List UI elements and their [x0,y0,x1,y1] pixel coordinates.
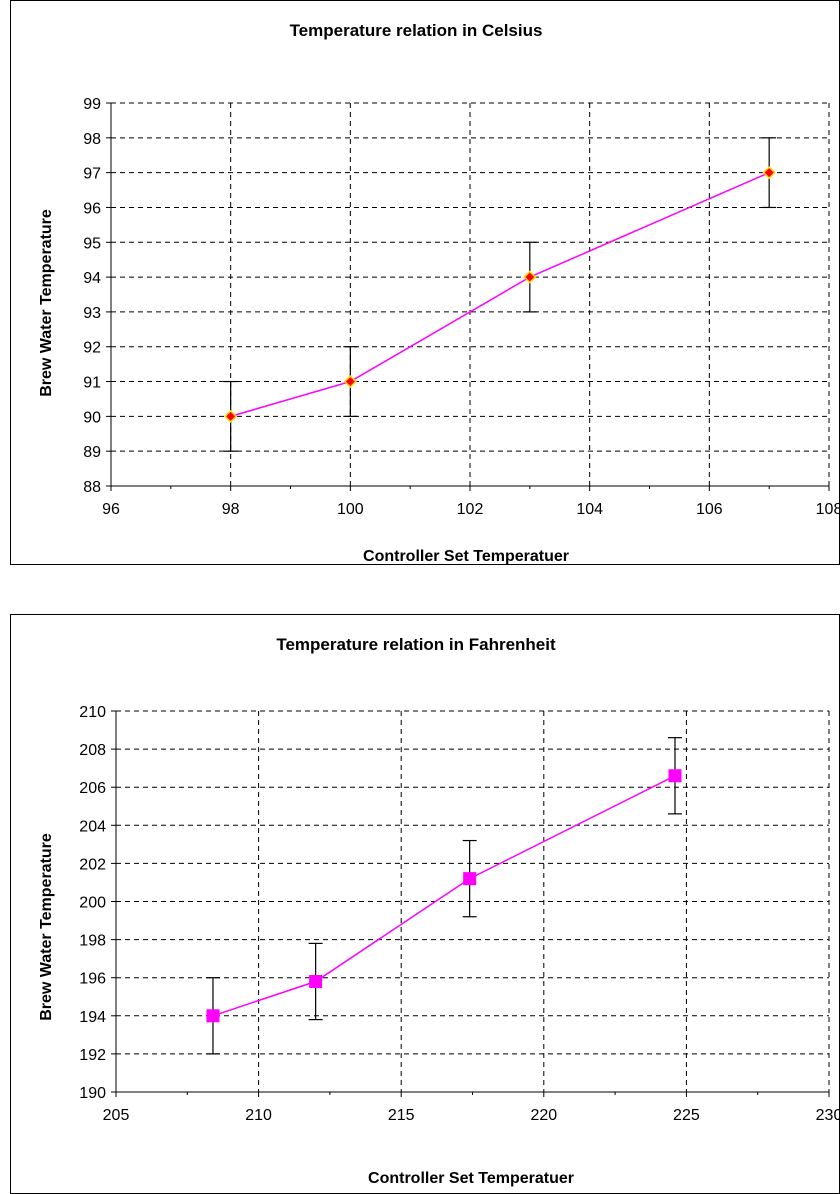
data-point [762,166,776,180]
data-point [343,374,357,389]
series-line [212,775,676,1017]
y-tick-label: 98 [83,131,101,148]
y-tick-label: 89 [83,444,101,461]
y-tick-label: 88 [83,479,101,496]
fahrenheit-chart-svg: Temperature relation in Fahrenheit Contr… [38,635,839,1187]
x-tick-label: 98 [222,501,240,518]
y-tick-label: 90 [83,409,101,426]
data-point [224,409,238,423]
chart-title: Temperature relation in Fahrenheit [276,635,556,654]
y-axis-label: Brew Water Temperature [38,209,55,397]
x-tick-label: 100 [337,501,364,518]
y-tick-label: 198 [79,933,106,950]
x-tick-label: 230 [816,1107,839,1124]
fahrenheit-chart: Temperature relation in Fahrenheit Contr… [10,614,840,1194]
y-tick-label: 96 [83,200,101,217]
y-tick-label: 190 [79,1085,106,1102]
x-tick-label: 102 [457,501,484,518]
x-tick-label: 108 [816,501,839,518]
y-tick-label: 206 [79,780,106,797]
x-axis-label: Controller Set Temperatuer [363,548,569,564]
x-tick-label: 215 [388,1107,415,1124]
y-tick-label: 202 [79,856,106,873]
plot-area: 205 210 215 220 225 230 190 192 194 196 198 200 202 2… [79,704,839,1124]
celsius-chart-svg: Temperature relation in Celsius Controll… [38,21,839,564]
y-axis-label: Brew Water Temperature [38,833,55,1021]
series-line [230,171,770,418]
data-point [668,769,682,783]
x-tick-label: 96 [102,501,120,518]
x-tick-label: 106 [696,501,723,518]
y-tick-label: 204 [79,818,106,835]
y-tick-label: 93 [83,305,101,322]
y-tick-label: 97 [83,166,101,183]
celsius-chart: Temperature relation in Celsius Controll… [10,0,840,565]
y-tick-label: 194 [79,1009,106,1026]
y-tick-label: 91 [83,375,101,392]
x-axis-label: Controller Set Temperatuer [368,1170,574,1187]
x-tick-label: 205 [103,1107,130,1124]
chart-title: Temperature relation in Celsius [290,21,543,40]
y-tick-label: 94 [83,270,101,287]
plot-area: 96 98 100 102 104 106 108 88 89 90 91 92 93 94 95 96 97 9… [83,96,839,518]
y-tick-label: 208 [79,742,106,759]
y-tick-label: 192 [79,1047,106,1064]
data-point [523,270,537,284]
data-point [463,872,477,886]
y-tick-label: 92 [83,340,101,357]
x-tick-label: 220 [530,1107,557,1124]
y-tick-label: 200 [79,895,106,912]
y-tick-label: 196 [79,971,106,988]
y-tick-label: 210 [79,704,106,721]
data-point [206,1009,220,1023]
data-point [309,975,323,989]
x-tick-label: 225 [673,1107,700,1124]
y-tick-label: 99 [83,96,101,113]
x-tick-label: 104 [576,501,603,518]
x-tick-label: 210 [245,1107,272,1124]
y-tick-label: 95 [83,235,101,252]
